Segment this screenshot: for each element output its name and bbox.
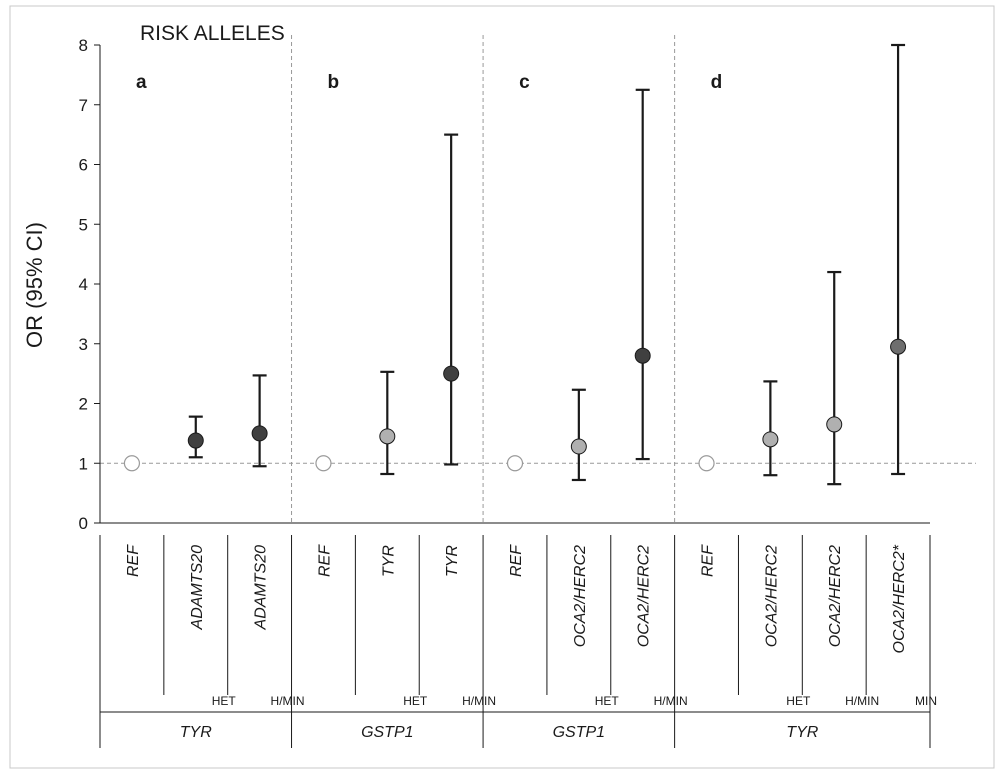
column-genotype-label: HET — [212, 694, 237, 708]
odds-ratio-point — [443, 365, 460, 382]
y-axis-label: OR (95% CI) — [22, 222, 47, 348]
y-tick-label: 0 — [79, 514, 88, 533]
odds-ratio-point — [506, 455, 524, 472]
column-genotype-label: H/MIN — [654, 694, 688, 708]
column-gene-label: REF — [316, 544, 333, 577]
column-gene-label: OCA2/HERC2 — [572, 545, 589, 647]
column-gene-label: TYR — [380, 545, 397, 577]
panel-label: c — [519, 72, 530, 93]
column-gene-label: REF — [700, 544, 717, 577]
panel-gene-label: TYR — [786, 724, 818, 741]
odds-ratio-point — [890, 338, 907, 355]
panel-label: a — [136, 72, 147, 93]
panel-label: b — [328, 72, 340, 93]
column-genotype-label: H/MIN — [462, 694, 496, 708]
odds-ratio-point — [570, 438, 587, 455]
panel-label: d — [711, 72, 723, 93]
y-tick-label: 3 — [79, 335, 88, 354]
y-tick-label: 7 — [79, 96, 88, 115]
column-genotype-label: H/MIN — [845, 694, 879, 708]
y-tick-label: 8 — [79, 36, 88, 55]
y-tick-label: 6 — [79, 156, 88, 175]
odds-ratio-point — [315, 455, 332, 472]
y-tick-label: 5 — [79, 215, 88, 234]
column-genotype-label: HET — [595, 694, 620, 708]
chart-frame — [9, 5, 995, 769]
odds-ratio-point — [123, 455, 141, 472]
y-tick-label: 1 — [79, 454, 88, 473]
panel-gene-label: TYR — [180, 724, 212, 741]
column-gene-label: ADAMTS20 — [253, 545, 270, 631]
odds-ratio-point — [698, 455, 715, 472]
column-genotype-label: HET — [786, 694, 811, 708]
column-gene-label: OCA2/HERC2 — [763, 545, 780, 647]
column-gene-label: TYR — [444, 545, 461, 577]
panel-gene-label: GSTP1 — [361, 724, 413, 741]
odds-ratio-point — [187, 432, 204, 449]
column-genotype-label: MIN — [915, 694, 937, 708]
column-gene-label: ADAMTS20 — [189, 545, 206, 631]
column-gene-label: OCA2/HERC2 — [636, 545, 653, 647]
odds-ratio-point — [762, 431, 779, 448]
panel-gene-label: GSTP1 — [553, 724, 605, 741]
chart-title: RISK ALLELES — [140, 22, 285, 45]
column-genotype-label: HET — [403, 694, 428, 708]
column-gene-label: REF — [125, 544, 142, 577]
column-genotype-label: H/MIN — [271, 694, 305, 708]
y-tick-label: 2 — [79, 395, 88, 414]
odds-ratio-point — [251, 425, 268, 442]
column-gene-label: OCA2/HERC2 — [827, 545, 844, 647]
odds-ratio-point — [634, 347, 651, 364]
column-gene-label: REF — [508, 544, 525, 577]
odds-ratio-point — [379, 428, 396, 445]
y-tick-label: 4 — [79, 275, 88, 294]
odds-ratio-point — [826, 416, 843, 433]
column-gene-label: OCA2/HERC2* — [891, 544, 908, 653]
